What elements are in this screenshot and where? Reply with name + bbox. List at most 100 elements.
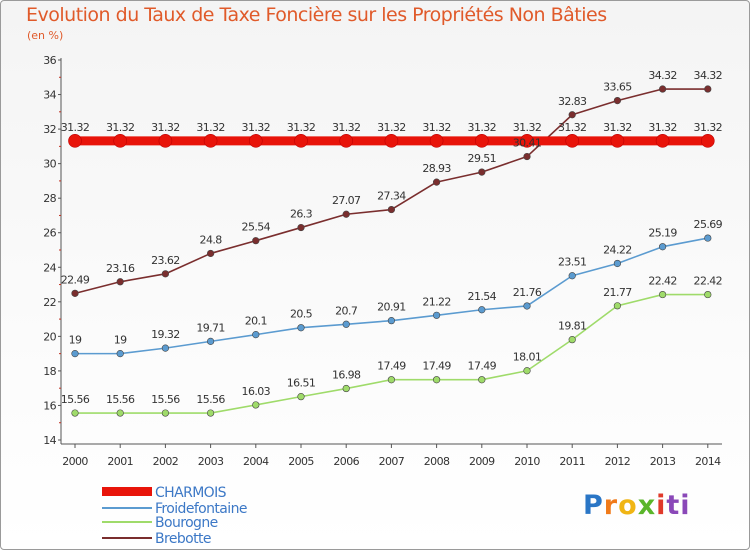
data-label: 31.32 (287, 121, 316, 134)
data-point (113, 134, 127, 148)
logo-letter: i (656, 490, 667, 521)
x-tick-label: 2009 (469, 455, 495, 468)
data-label: 15.56 (151, 393, 180, 406)
data-point (161, 270, 169, 278)
x-tick-label: 2008 (424, 455, 450, 468)
logo-letter: r (603, 490, 619, 521)
data-label: 33.65 (603, 81, 632, 94)
data-label: 31.32 (694, 121, 723, 134)
data-point (523, 152, 531, 161)
data-point (658, 290, 667, 299)
data-label: 22.42 (694, 275, 723, 288)
data-label: 19 (114, 334, 127, 347)
data-point (161, 344, 169, 352)
data-label: 30.41 (513, 137, 542, 150)
data-label: 26.3 (290, 208, 313, 221)
data-label: 31.32 (151, 121, 180, 134)
data-point (568, 111, 576, 119)
logo-letter: P (583, 490, 604, 521)
x-tick-label: 2004 (243, 455, 269, 468)
data-point (568, 272, 576, 280)
data-point (613, 259, 622, 268)
data-point (655, 134, 670, 148)
data-label: 32.83 (558, 95, 587, 108)
y-tick-label: 26 (43, 227, 56, 240)
data-point (704, 85, 712, 93)
data-point (568, 336, 576, 344)
data-point (297, 393, 305, 401)
data-point (429, 134, 444, 148)
data-label: 19 (69, 334, 82, 347)
data-label: 20.7 (335, 304, 358, 317)
data-point (478, 168, 486, 176)
data-point (207, 409, 215, 417)
data-label: 20.5 (290, 308, 313, 321)
data-label: 21.22 (422, 295, 451, 308)
data-point (658, 243, 667, 251)
proxiti-logo: Proxiti (583, 490, 691, 521)
x-tick-label: 2010 (514, 455, 540, 468)
data-label: 17.49 (377, 360, 406, 373)
y-tick-label: 34 (43, 89, 56, 102)
x-tick-label: 2011 (559, 455, 585, 468)
data-point (71, 350, 79, 358)
data-point (158, 134, 173, 148)
data-point (207, 249, 215, 258)
data-point (384, 134, 399, 148)
data-point (613, 302, 622, 310)
data-point (342, 210, 350, 218)
data-label: 31.32 (106, 121, 135, 134)
data-point (613, 96, 622, 105)
data-label: 21.76 (513, 286, 542, 299)
data-label: 20.1 (245, 315, 267, 328)
data-label: 17.49 (468, 360, 497, 373)
data-point (387, 376, 396, 384)
data-label: 19.71 (196, 321, 225, 334)
logo-letter: o (618, 490, 638, 521)
data-label: 16.51 (287, 377, 316, 390)
data-label: 34.32 (648, 69, 677, 82)
data-point (565, 134, 580, 148)
data-label: 22.49 (61, 273, 90, 286)
data-label: 25.19 (648, 227, 677, 240)
y-tick-label: 22 (43, 296, 56, 309)
data-label: 19.32 (151, 328, 180, 341)
data-label: 25.54 (242, 221, 271, 234)
data-label: 31.32 (61, 121, 90, 134)
data-label: 20.91 (377, 301, 406, 314)
data-point (71, 289, 79, 297)
data-point (339, 134, 354, 148)
data-label: 23.62 (151, 254, 180, 267)
data-label: 16.98 (332, 369, 361, 382)
x-tick-label: 2013 (650, 455, 676, 468)
data-point (297, 223, 305, 232)
data-point (433, 178, 441, 186)
legend-label: Brebotte (155, 531, 211, 547)
data-label: 34.32 (694, 69, 723, 82)
x-tick-label: 2001 (107, 455, 133, 468)
data-point (116, 409, 124, 417)
data-point (252, 331, 260, 339)
data-label: 31.32 (558, 121, 587, 134)
data-point (523, 302, 531, 310)
y-tick-label: 14 (43, 434, 56, 447)
data-point (71, 409, 79, 417)
data-label: 19.81 (558, 320, 587, 333)
chart-title: Evolution du Taux de Taxe Foncière sur l… (26, 4, 607, 26)
data-point (116, 350, 124, 358)
data-point (207, 337, 215, 345)
data-point (252, 401, 260, 409)
x-tick-label: 2006 (333, 455, 359, 468)
data-point (252, 237, 260, 245)
y-tick-label: 20 (43, 330, 56, 343)
data-point (478, 306, 486, 314)
y-tick-label: 18 (43, 365, 56, 378)
y-tick-label: 24 (43, 261, 56, 274)
data-point (520, 134, 534, 148)
logo-letter: ti (666, 490, 691, 521)
data-label: 31.32 (513, 121, 542, 134)
y-tick-label: 16 (43, 399, 56, 412)
data-point (387, 205, 396, 214)
data-point (478, 376, 486, 384)
